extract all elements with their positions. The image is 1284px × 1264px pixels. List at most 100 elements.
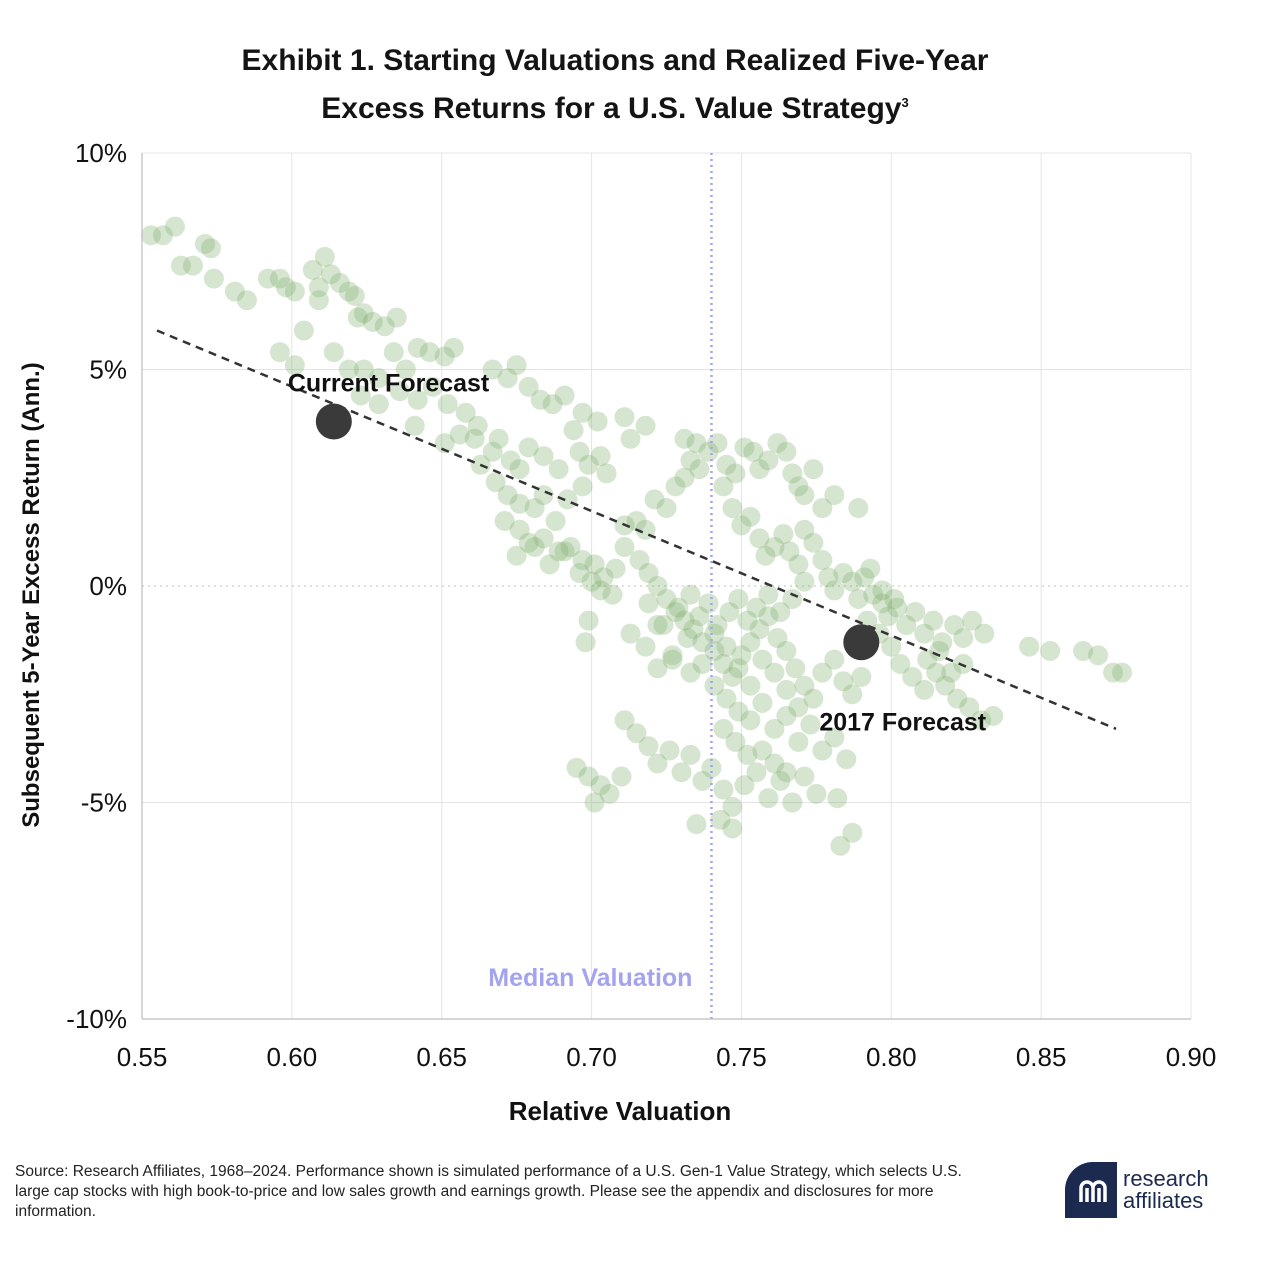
scatter-point bbox=[800, 714, 821, 735]
scatter-point bbox=[848, 498, 869, 519]
scatter-point bbox=[350, 385, 371, 406]
scatter-point bbox=[224, 281, 245, 302]
scatter-point bbox=[443, 337, 464, 358]
scatter-point bbox=[917, 649, 938, 670]
scatter-point bbox=[794, 675, 815, 696]
scatter-point bbox=[671, 762, 692, 783]
scatter-point bbox=[563, 420, 584, 441]
scatter-point bbox=[764, 718, 785, 739]
logo-mark bbox=[1065, 1162, 1117, 1218]
scatter-point bbox=[728, 701, 749, 722]
logo-line-2: affiliates bbox=[1123, 1188, 1204, 1213]
scatter-point bbox=[338, 281, 359, 302]
scatter-point bbox=[752, 649, 773, 670]
scatter-point bbox=[914, 623, 935, 644]
scatter-point bbox=[518, 437, 539, 458]
forecast-point bbox=[315, 403, 352, 440]
scatter-point bbox=[395, 359, 416, 380]
scatter-point bbox=[590, 446, 611, 467]
scatter-point bbox=[506, 355, 527, 376]
logo-wordmark: research affiliates bbox=[1123, 1168, 1209, 1212]
scatter-point bbox=[914, 679, 935, 700]
scatter-point bbox=[767, 627, 788, 648]
scatter-point bbox=[818, 567, 839, 588]
scatter-point bbox=[386, 307, 407, 328]
scatter-point bbox=[389, 381, 410, 402]
scatter-point bbox=[353, 359, 374, 380]
scatter-point bbox=[659, 740, 680, 761]
scatter-point bbox=[482, 359, 503, 380]
scatter-point bbox=[509, 493, 530, 514]
scatter-point bbox=[737, 610, 758, 631]
scatter-point bbox=[572, 476, 593, 497]
scatter-point bbox=[455, 402, 476, 423]
scatter-point bbox=[812, 550, 833, 571]
scatter-point bbox=[779, 541, 800, 562]
scatter-point bbox=[680, 450, 701, 471]
scatter-point bbox=[1112, 662, 1133, 683]
scatter-point bbox=[983, 705, 1004, 726]
scatter-point bbox=[647, 658, 668, 679]
scatter-point bbox=[497, 368, 518, 389]
scatter-point bbox=[698, 441, 719, 462]
scatter-point bbox=[773, 524, 794, 545]
scatter-point bbox=[518, 376, 539, 397]
scatter-point bbox=[434, 346, 455, 367]
scatter-point bbox=[308, 277, 329, 298]
x-tick-label: 0.75 bbox=[716, 1042, 767, 1072]
scatter-point bbox=[302, 259, 323, 280]
scatter-point bbox=[743, 441, 764, 462]
scatter-point bbox=[509, 459, 530, 480]
scatter-point bbox=[677, 627, 698, 648]
scatter-point bbox=[719, 601, 740, 622]
scatter-point bbox=[698, 593, 719, 614]
scatter-point bbox=[842, 822, 863, 843]
scatter-point bbox=[437, 394, 458, 415]
scatter-point bbox=[812, 740, 833, 761]
median-valuation-label: Median Valuation bbox=[488, 964, 692, 992]
scatter-point bbox=[833, 671, 854, 692]
x-tick-label: 0.60 bbox=[267, 1042, 318, 1072]
scatter-point bbox=[794, 766, 815, 787]
scatter-point bbox=[896, 614, 917, 635]
axes-layer: 0.55 0.60 0.65 0.70 0.75 0.80 0.85 0.90 10% 5% 0% -… bbox=[66, 138, 1216, 1072]
scatter-point bbox=[1040, 640, 1061, 661]
scatter-point bbox=[704, 623, 725, 644]
scatter-point bbox=[170, 255, 191, 276]
scatter-point bbox=[269, 268, 290, 289]
scatter-point bbox=[140, 225, 161, 246]
scatter-point bbox=[959, 697, 980, 718]
scatter-point bbox=[953, 627, 974, 648]
scatter-point bbox=[680, 662, 701, 683]
scatter-point bbox=[407, 389, 428, 410]
scatter-point bbox=[308, 290, 329, 311]
scatter-point bbox=[353, 303, 374, 324]
research-affiliates-logo: research affiliates bbox=[1065, 1162, 1225, 1220]
x-axis-label: Relative Valuation bbox=[508, 1096, 732, 1126]
y-tick-label: -10% bbox=[66, 1004, 127, 1034]
scatter-point bbox=[824, 485, 845, 506]
footnote-marker: 3 bbox=[901, 95, 909, 110]
scatter-point bbox=[728, 588, 749, 609]
scatter-point bbox=[863, 584, 884, 605]
scatter-point bbox=[275, 277, 296, 298]
chart-title-line-2-text: Excess Returns for a U.S. Value Strategy bbox=[321, 92, 902, 125]
scatter-point bbox=[269, 342, 290, 363]
scatter-point bbox=[740, 710, 761, 731]
scatter-point bbox=[200, 238, 221, 259]
scatter-point bbox=[776, 640, 797, 661]
scatter-point bbox=[407, 337, 428, 358]
scatter-point bbox=[578, 610, 599, 631]
scatter-point bbox=[500, 450, 521, 471]
scatter-point bbox=[194, 233, 215, 254]
scatter-point bbox=[665, 476, 686, 497]
scatter-point bbox=[953, 653, 974, 674]
scatter-point bbox=[497, 485, 518, 506]
scatter-point bbox=[716, 636, 737, 657]
scatter-point bbox=[860, 558, 881, 579]
scatter-point bbox=[713, 476, 734, 497]
scatter-point bbox=[614, 537, 635, 558]
scatter-point bbox=[578, 766, 599, 787]
scatter-point bbox=[770, 601, 791, 622]
scatter-point bbox=[494, 511, 515, 532]
